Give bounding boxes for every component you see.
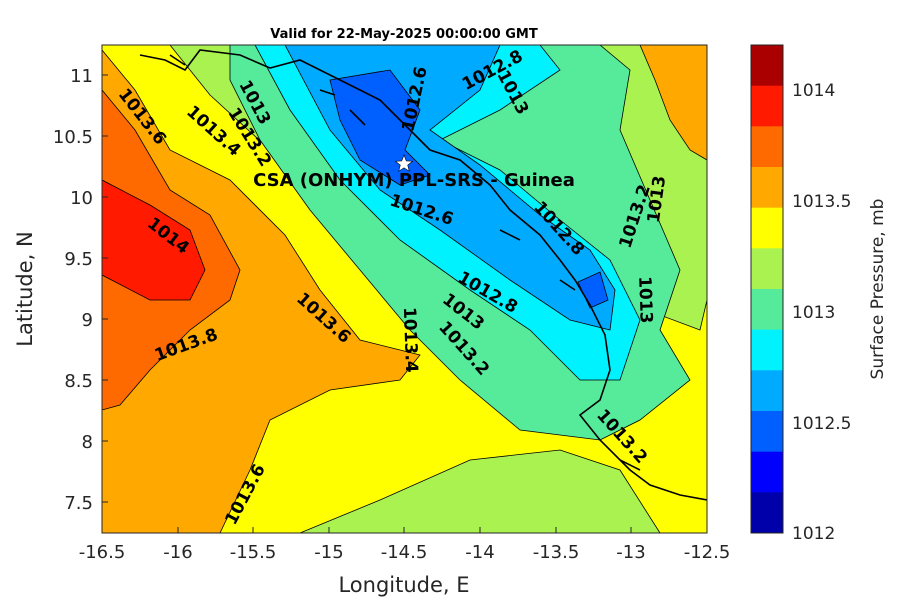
coastline	[139, 49, 707, 501]
colorbar-label: Surface Pressure, mb	[868, 199, 888, 380]
y-axis-label: Latitude, N	[13, 231, 37, 347]
site-marker: CSA (ONHYM) PPL-SRS - Guinea	[253, 154, 575, 191]
colorbar-tick-label: 1014	[792, 81, 835, 101]
contour-label: 1013	[634, 276, 656, 324]
y-axis	[102, 74, 108, 503]
colorbar-swatch	[751, 492, 783, 534]
colorbar-swatch	[751, 45, 783, 87]
colorbar-swatch	[751, 207, 783, 249]
y-tick-label: 11	[70, 66, 93, 87]
colorbar-swatch	[751, 411, 783, 453]
y-tick-label: 7.5	[64, 493, 93, 514]
y-tick-labels: 11 10.5 10 9.5 9 8.5 8 7.5	[53, 66, 93, 514]
y-tick-label: 10	[70, 188, 93, 209]
band-1014	[102, 179, 206, 301]
colorbar-swatch	[751, 451, 783, 493]
x-tick-label: -16	[163, 542, 192, 563]
colorbar-swatch	[751, 126, 783, 168]
colorbar-swatch	[751, 167, 783, 209]
y-tick-label: 8.5	[64, 371, 93, 392]
x-tick-label: -14.5	[381, 542, 428, 563]
x-axis-label: Longitude, E	[338, 573, 469, 597]
y-tick-label: 8	[82, 432, 93, 453]
colorbar-swatch	[751, 370, 783, 412]
colorbar-swatch	[751, 329, 783, 371]
x-tick-labels: -16.5 -16 -15.5 -15 -14.5 -14 -13.5 -13 …	[79, 542, 731, 563]
site-label: CSA (ONHYM) PPL-SRS - Guinea	[253, 170, 575, 191]
colorbar-swatches	[751, 45, 783, 534]
x-tick-label: -15	[314, 542, 343, 563]
x-tick-label: -13.5	[533, 542, 580, 563]
x-tick-label: -13	[616, 542, 645, 563]
x-tick-label: -12.5	[684, 542, 731, 563]
y-tick-label: 9.5	[64, 249, 93, 270]
band-1013-6	[102, 49, 421, 533]
colorbar-swatch	[751, 85, 783, 127]
colorbar-swatch	[751, 248, 783, 290]
x-axis	[101, 527, 708, 533]
star-icon	[394, 154, 414, 172]
colorbar-tick-label: 1013	[792, 303, 835, 323]
colorbar-frame	[750, 44, 784, 534]
band-1012-4	[329, 69, 431, 186]
colorbar-tick-label: 1013.5	[792, 192, 851, 212]
colorbar-tick-label: 1012	[792, 524, 835, 544]
colorbar-tick-label: 1012.5	[792, 414, 851, 434]
colorbar-swatch	[751, 289, 783, 331]
x-tick-label: -14	[465, 542, 494, 563]
y-tick-label: 9	[82, 310, 93, 331]
y-tick-label: 10.5	[53, 127, 93, 148]
chart-title: Valid for 22-May-2025 00:00:00 GMT	[270, 27, 538, 42]
x-tick-label: -15.5	[230, 542, 277, 563]
contour-label: 1013.4	[399, 307, 421, 373]
pressure-field	[102, 45, 707, 533]
x-tick-label: -16.5	[79, 542, 126, 563]
band-1013-6-east	[639, 45, 707, 161]
colorbar: 1014 1013.5 1013 1012.5 1012 Surface Pre…	[750, 44, 888, 544]
